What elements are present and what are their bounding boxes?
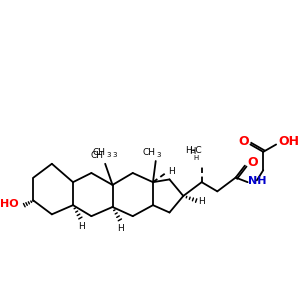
Text: CH: CH: [92, 148, 105, 158]
Text: O: O: [238, 135, 248, 148]
Text: HO: HO: [0, 199, 19, 209]
Text: CH: CH: [90, 151, 103, 160]
Text: NH: NH: [248, 176, 266, 186]
Text: H: H: [117, 224, 124, 232]
Text: H: H: [198, 197, 205, 206]
Text: OH: OH: [278, 135, 299, 148]
Text: 3: 3: [157, 152, 161, 158]
Text: 3: 3: [106, 152, 111, 158]
Text: 3: 3: [112, 152, 117, 158]
Text: H₃C: H₃C: [185, 146, 202, 154]
Text: H: H: [78, 222, 85, 231]
Text: H: H: [189, 147, 196, 156]
Text: H: H: [194, 155, 199, 161]
Text: H: H: [168, 167, 174, 176]
Text: CH: CH: [143, 148, 156, 158]
Text: O: O: [248, 156, 258, 170]
